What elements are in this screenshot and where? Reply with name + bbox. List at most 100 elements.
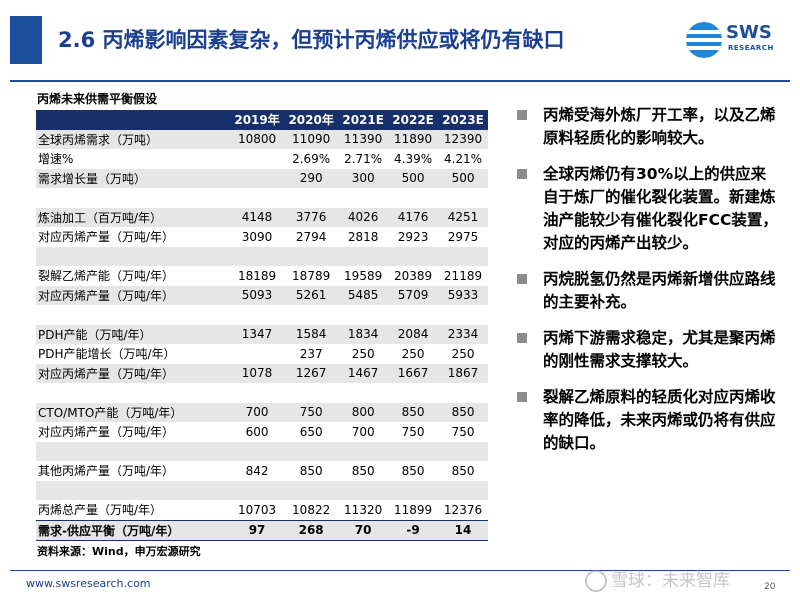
value-cell: 10800 [230,129,285,149]
row-label: 对应丙烯产量（万吨/年） [36,227,230,247]
row-label [36,246,230,266]
value-cell: 14 [438,519,488,541]
value-cell: 12376 [438,500,488,520]
table-row: 对应丙烯产量（万吨/年） 600 650 700 750 750 [36,422,488,442]
header-cell-year: 2019年 [230,110,285,130]
table-title: 丙烯未来供需平衡假设 [37,92,158,106]
value-cell [230,305,285,325]
value-cell [338,480,389,500]
value-cell: 600 [230,422,285,442]
value-cell: 500 [438,168,488,188]
value-cell: 11090 [284,129,339,149]
value-cell [388,480,439,500]
value-cell: 1834 [338,324,389,344]
value-cell: 237 [284,344,339,364]
value-cell: 650 [284,422,339,442]
value-cell: 4148 [230,207,285,227]
value-cell [338,246,389,266]
row-label: 对应丙烯产量（万吨/年） [36,285,230,305]
value-cell [284,441,339,461]
header-cell-year: 2020年 [284,110,339,130]
value-cell: 18789 [284,266,339,286]
watermark: 雪球：未来智库 [585,566,730,592]
value-cell: 10703 [230,500,285,520]
row-label: 增速% [36,149,230,169]
watermark-text: 雪球：未来智库 [611,571,730,591]
value-cell: 2.69% [284,149,339,169]
value-cell: 12390 [438,129,488,149]
header-divider [10,80,790,82]
logo-globe-icon [686,22,722,58]
value-cell: 850 [388,402,439,422]
value-cell: 70 [338,519,389,541]
value-cell: 750 [438,422,488,442]
bullet-square-icon [517,110,527,120]
value-cell: 5933 [438,285,488,305]
supply-demand-table: 2019年 2020年 2021E 2022E 2023E 全球丙烯需求（万吨） 1080… [36,110,488,541]
table-row: 需求增长量（万吨） 290 300 500 500 [36,168,488,188]
table-row: 对应丙烯产量（万吨/年） 1078 1267 1467 1667 1867 [36,363,488,383]
value-cell: 850 [338,461,389,481]
value-cell: 11320 [338,500,389,520]
sws-logo: SWS RESEARCH [686,20,782,60]
row-label [36,480,230,500]
value-cell [284,188,339,208]
value-cell: 800 [338,402,389,422]
value-cell: 700 [230,402,285,422]
table-row: CTO/MTO产能（万吨/年） 700 750 800 850 850 [36,402,488,422]
value-cell [284,305,339,325]
value-cell [230,441,285,461]
row-label: 丙烯总产量（万吨/年） [36,500,230,520]
row-label: CTO/MTO产能（万吨/年） [36,402,230,422]
value-cell: 700 [338,422,389,442]
value-cell [284,246,339,266]
value-cell: 1078 [230,363,285,383]
row-label: 需求-供应平衡（万吨/年） [36,519,230,541]
value-cell [230,168,285,188]
value-cell [388,383,439,403]
value-cell: 97 [230,519,285,541]
value-cell: 1467 [338,363,389,383]
header-cell-year: 2022E [388,110,439,130]
row-label: 对应丙烯产量（万吨/年） [36,363,230,383]
footer-url: www.swsresearch.com [26,577,151,590]
value-cell: 4176 [388,207,439,227]
slide-header: 2.6 丙烯影响因素复杂，但预计丙烯供应或将仍有缺口 SWS RESEARCH [0,0,800,80]
value-cell: 1347 [230,324,285,344]
logo-text: SWS [726,22,772,43]
bullet-square-icon [517,392,527,402]
value-cell: 1867 [438,363,488,383]
key-point-text: 丙烷脱氢仍然是丙烯新增供应路线的主要补充。 [543,270,776,311]
value-cell: 4.39% [388,149,439,169]
bullet-square-icon [517,274,527,284]
value-cell [338,188,389,208]
slide-title: 2.6 丙烯影响因素复杂，但预计丙烯供应或将仍有缺口 [58,28,565,52]
row-label: 全球丙烯需求（万吨） [36,129,230,149]
value-cell: 250 [438,344,488,364]
row-label: 裂解乙烯产能（万吨/年） [36,266,230,286]
value-cell: 2334 [438,324,488,344]
value-cell: 5485 [338,285,389,305]
value-cell: 4026 [338,207,389,227]
value-cell: 500 [388,168,439,188]
key-point-item: 丙烷脱氢仍然是丙烯新增供应路线的主要补充。 [515,268,780,314]
key-point-item: 丙烯下游需求稳定，尤其是聚丙烯的刚性需求支撑较大。 [515,327,780,373]
bullet-square-icon [517,333,527,343]
title-accent-bar [10,16,42,64]
table-row: 增速% 2.69% 2.71% 4.39% 4.21% [36,149,488,169]
value-cell: 2818 [338,227,389,247]
table-spacer-row [36,383,488,403]
value-cell: 850 [438,461,488,481]
value-cell [230,149,285,169]
value-cell: 21189 [438,266,488,286]
value-cell: 11899 [388,500,439,520]
value-cell [438,246,488,266]
row-label: 对应丙烯产量（万吨/年） [36,422,230,442]
value-cell: 5709 [388,285,439,305]
table-row: 对应丙烯产量（万吨/年） 5093 5261 5485 5709 5933 [36,285,488,305]
header-cell-label [36,110,230,130]
value-cell: 1584 [284,324,339,344]
value-cell [438,188,488,208]
value-cell: 268 [284,519,339,541]
value-cell [388,246,439,266]
